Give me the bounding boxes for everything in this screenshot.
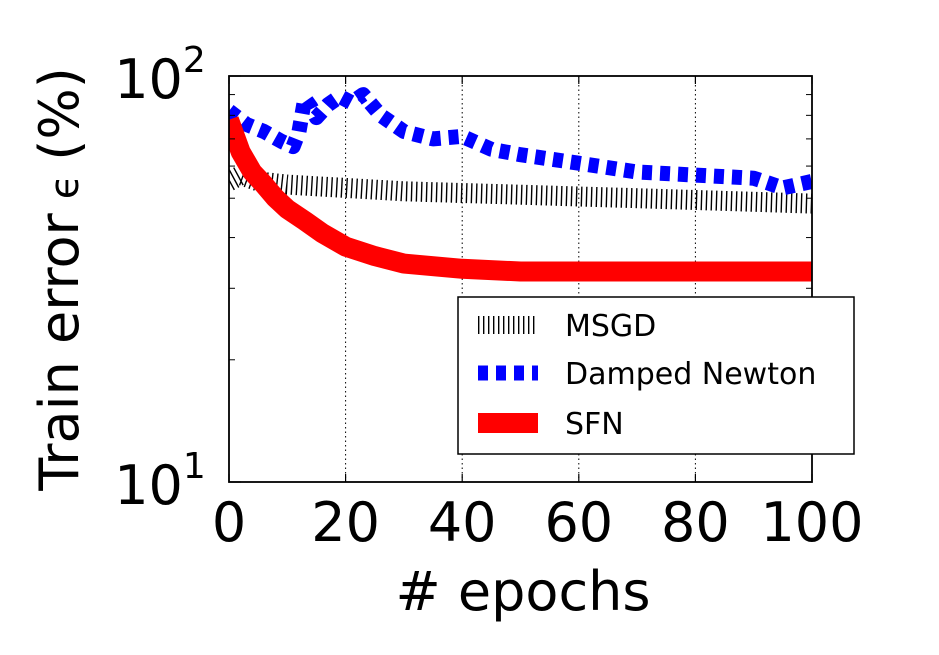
series-line-msgd bbox=[229, 165, 812, 214]
x-tick-label-0: 0 bbox=[212, 491, 246, 554]
x-tick-label-40: 40 bbox=[428, 491, 497, 554]
series-line-damped-newton bbox=[229, 87, 812, 196]
x-tick-label-20: 20 bbox=[311, 491, 380, 554]
legend: MSGD Damped Newton SFN bbox=[457, 296, 855, 455]
x-tick-labels: 0 20 40 60 80 100 bbox=[212, 491, 864, 554]
x-tick-label-100: 100 bbox=[760, 491, 863, 554]
legend-label-sfn: SFN bbox=[565, 407, 624, 442]
plot-area-frame bbox=[228, 75, 813, 483]
series-group bbox=[229, 87, 812, 282]
series-line-sfn bbox=[229, 116, 812, 282]
x-tick-label-60: 60 bbox=[544, 491, 613, 554]
x-axis-title: # epochs bbox=[396, 560, 651, 623]
y-tick-label-100: 102 bbox=[114, 40, 206, 111]
axis-ticks bbox=[228, 75, 813, 483]
y-tick-label-10: 101 bbox=[114, 446, 206, 517]
legend-label-damped-newton: Damped Newton bbox=[565, 357, 816, 392]
y-axis-title: Train errorϵ(%) bbox=[28, 67, 91, 492]
x-tick-label-80: 80 bbox=[661, 491, 730, 554]
legend-label-msgd: MSGD bbox=[565, 309, 656, 344]
